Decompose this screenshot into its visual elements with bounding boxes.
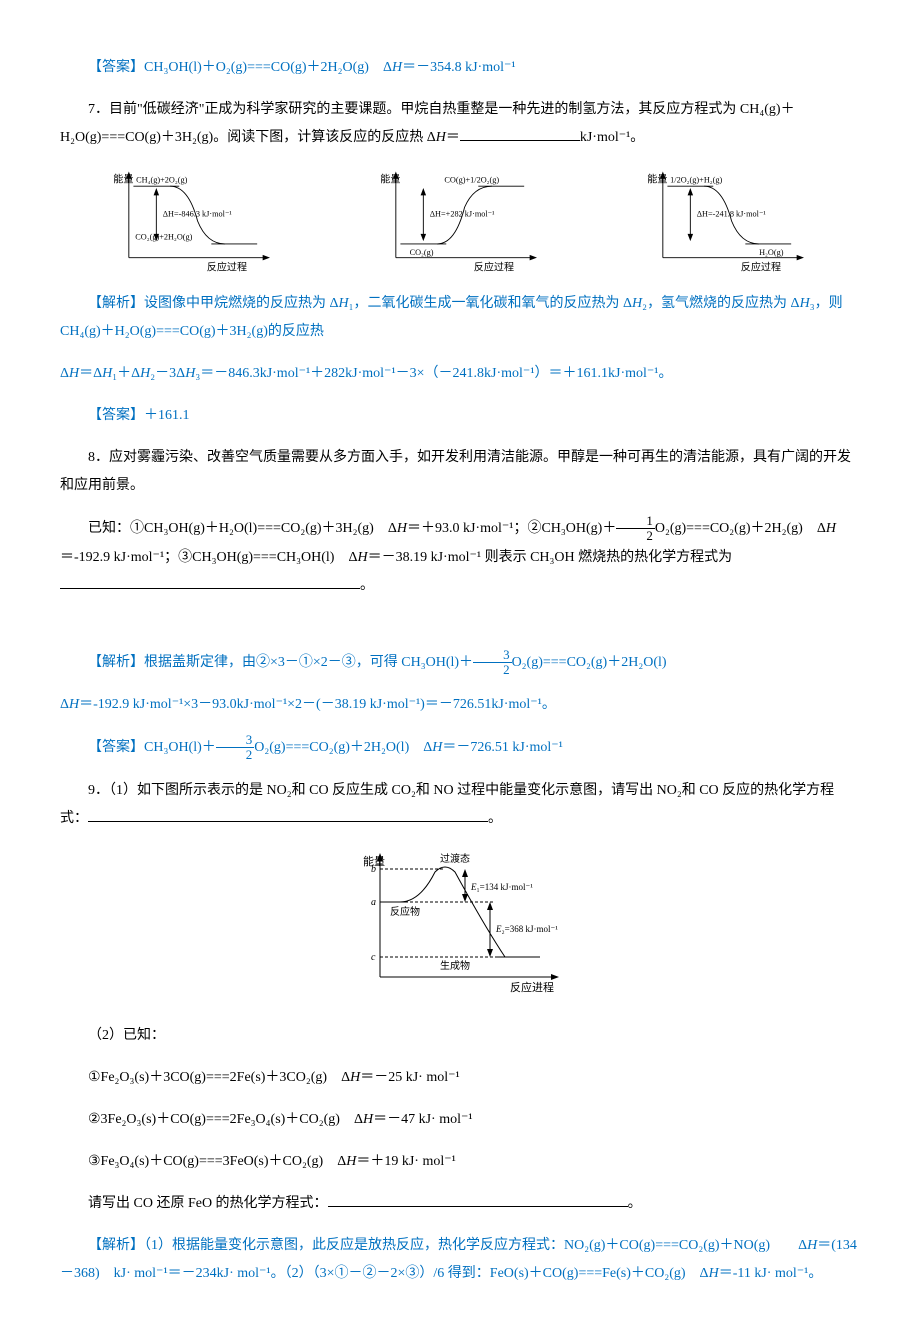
q9-diagram-wrap: 能量 反应进程 a b c 过渡态 反应物 生成物 E₁=134 kJ·mol⁻… (60, 847, 860, 1008)
q8-explain-line2: ΔH＝-192.9 kJ·mol⁻¹×3－93.0kJ·mol⁻¹×2－(－38… (60, 691, 860, 719)
q9-r2: ②3Fe₂O₃(s)＋CO(g)===2Fe₃O₄(s)＋CO₂(g) ΔH＝－… (60, 1106, 860, 1134)
q7-explain-line2: ΔH＝ΔH₁＋ΔH₂－3ΔH₃＝－846.3kJ·mol⁻¹＋282kJ·mol… (60, 360, 860, 388)
svg-text:CO₂(g): CO₂(g) (410, 248, 434, 257)
q7-explain: 【解析】设图像中甲烷燃烧的反应热为 ΔH₁，二氧化碳生成一氧化碳和氧气的反应热为… (60, 290, 860, 346)
energy-diagram-1: 能量 反应过程 CH₄(g)+2O₂(g) CO₂(g)+2H₂O(g) ΔH=… (103, 166, 283, 276)
svg-text:E₂=368 kJ·mol⁻¹: E₂=368 kJ·mol⁻¹ (495, 924, 558, 934)
svg-text:生成物: 生成物 (440, 959, 470, 972)
svg-text:能量: 能量 (380, 173, 400, 186)
q8-answer: 【答案】CH₃OH(l)＋32O₂(g)===CO₂(g)＋2H₂O(l) ΔH… (60, 733, 860, 763)
svg-text:CH₄(g)+2O₂(g): CH₄(g)+2O₂(g) (136, 176, 187, 185)
svg-text:反应过程: 反应过程 (474, 261, 514, 274)
answer-label: 【答案】 (88, 60, 144, 75)
svg-text:过渡态: 过渡态 (440, 852, 470, 865)
svg-text:反应过程: 反应过程 (740, 261, 780, 274)
svg-text:E₁=134 kJ·mol⁻¹: E₁=134 kJ·mol⁻¹ (470, 882, 533, 892)
svg-text:ΔH=+282 kJ·mol⁻¹: ΔH=+282 kJ·mol⁻¹ (430, 209, 495, 218)
q7-text: 7．目前"低碳经济"正成为科学家研究的主要课题。甲烷自热重整是一种先进的制氢方法… (60, 96, 860, 152)
svg-text:1/2O₂(g)+H₂(g): 1/2O₂(g)+H₂(g) (670, 176, 722, 185)
q9-explain: 【解析】（1）根据能量变化示意图，此反应是放热反应，热化学反应方程式：NO₂(g… (60, 1232, 860, 1288)
blank-field (460, 126, 580, 141)
q9-ask: 请写出 CO 还原 FeO 的热化学方程式：。 (60, 1190, 860, 1218)
q8-known: 已知：①CH₃OH(g)＋H₂O(l)===CO₂(g)＋3H₂(g) ΔH＝＋… (60, 514, 860, 600)
fraction: 32 (473, 648, 512, 678)
q9-p2: （2）已知： (60, 1022, 860, 1050)
q8-intro: 8．应对雾霾污染、改善空气质量需要从多方面入手，如开发利用清洁能源。甲醇是一种可… (60, 444, 860, 500)
svg-text:a: a (371, 897, 376, 908)
blank-field (60, 574, 360, 589)
fraction: 12 (616, 514, 655, 544)
q6-answer: 【答案】CH₃OH(l)＋O₂(g)===CO(g)＋2H₂O(g) ΔH＝－3… (60, 54, 860, 82)
svg-text:反应物: 反应物 (390, 905, 420, 918)
energy-diagram-2: 能量 反应过程 CO(g)+1/2O₂(g) CO₂(g) ΔH=+282 kJ… (370, 166, 550, 276)
q9-r1: ①Fe₂O₃(s)＋3CO(g)===2Fe(s)＋3CO₂(g) ΔH＝－25… (60, 1064, 860, 1092)
fraction: 32 (216, 733, 255, 763)
svg-text:能量: 能量 (114, 173, 134, 186)
spacer (60, 614, 860, 634)
q8-explain: 【解析】根据盖斯定律，由②×3－①×2－③，可得 CH₃OH(l)＋32O₂(g… (60, 648, 860, 678)
svg-text:b: b (371, 864, 376, 875)
q7-answer: 【答案】＋161.1 (60, 402, 860, 430)
svg-text:CO₂(g)+2H₂O(g): CO₂(g)+2H₂O(g) (136, 232, 193, 241)
svg-text:ΔH=-241.8 kJ·mol⁻¹: ΔH=-241.8 kJ·mol⁻¹ (696, 209, 766, 218)
svg-text:反应过程: 反应过程 (207, 261, 247, 274)
energy-diagram-3: 能量 反应过程 1/2O₂(g)+H₂(g) H₂O(g) ΔH=-241.8 … (637, 166, 817, 276)
energy-profile-diagram: 能量 反应进程 a b c 过渡态 反应物 生成物 E₁=134 kJ·mol⁻… (345, 847, 575, 997)
svg-text:能量: 能量 (647, 173, 667, 186)
blank-field (328, 1192, 628, 1207)
svg-text:CO(g)+1/2O₂(g): CO(g)+1/2O₂(g) (444, 176, 499, 185)
svg-text:H₂O(g): H₂O(g) (759, 248, 784, 257)
svg-text:c: c (371, 952, 376, 963)
blank-field (88, 807, 488, 822)
q7-diagrams: 能量 反应过程 CH₄(g)+2O₂(g) CO₂(g)+2H₂O(g) ΔH=… (60, 166, 860, 276)
svg-text:ΔH=-846.3 kJ·mol⁻¹: ΔH=-846.3 kJ·mol⁻¹ (163, 209, 233, 218)
q9-p1: 9．（1）如下图所示表示的是 NO₂和 CO 反应生成 CO₂和 NO 过程中能… (60, 777, 860, 833)
q9-r3: ③Fe₃O₄(s)＋CO(g)===3FeO(s)＋CO₂(g) ΔH＝＋19 … (60, 1148, 860, 1176)
svg-text:反应进程: 反应进程 (510, 980, 554, 994)
